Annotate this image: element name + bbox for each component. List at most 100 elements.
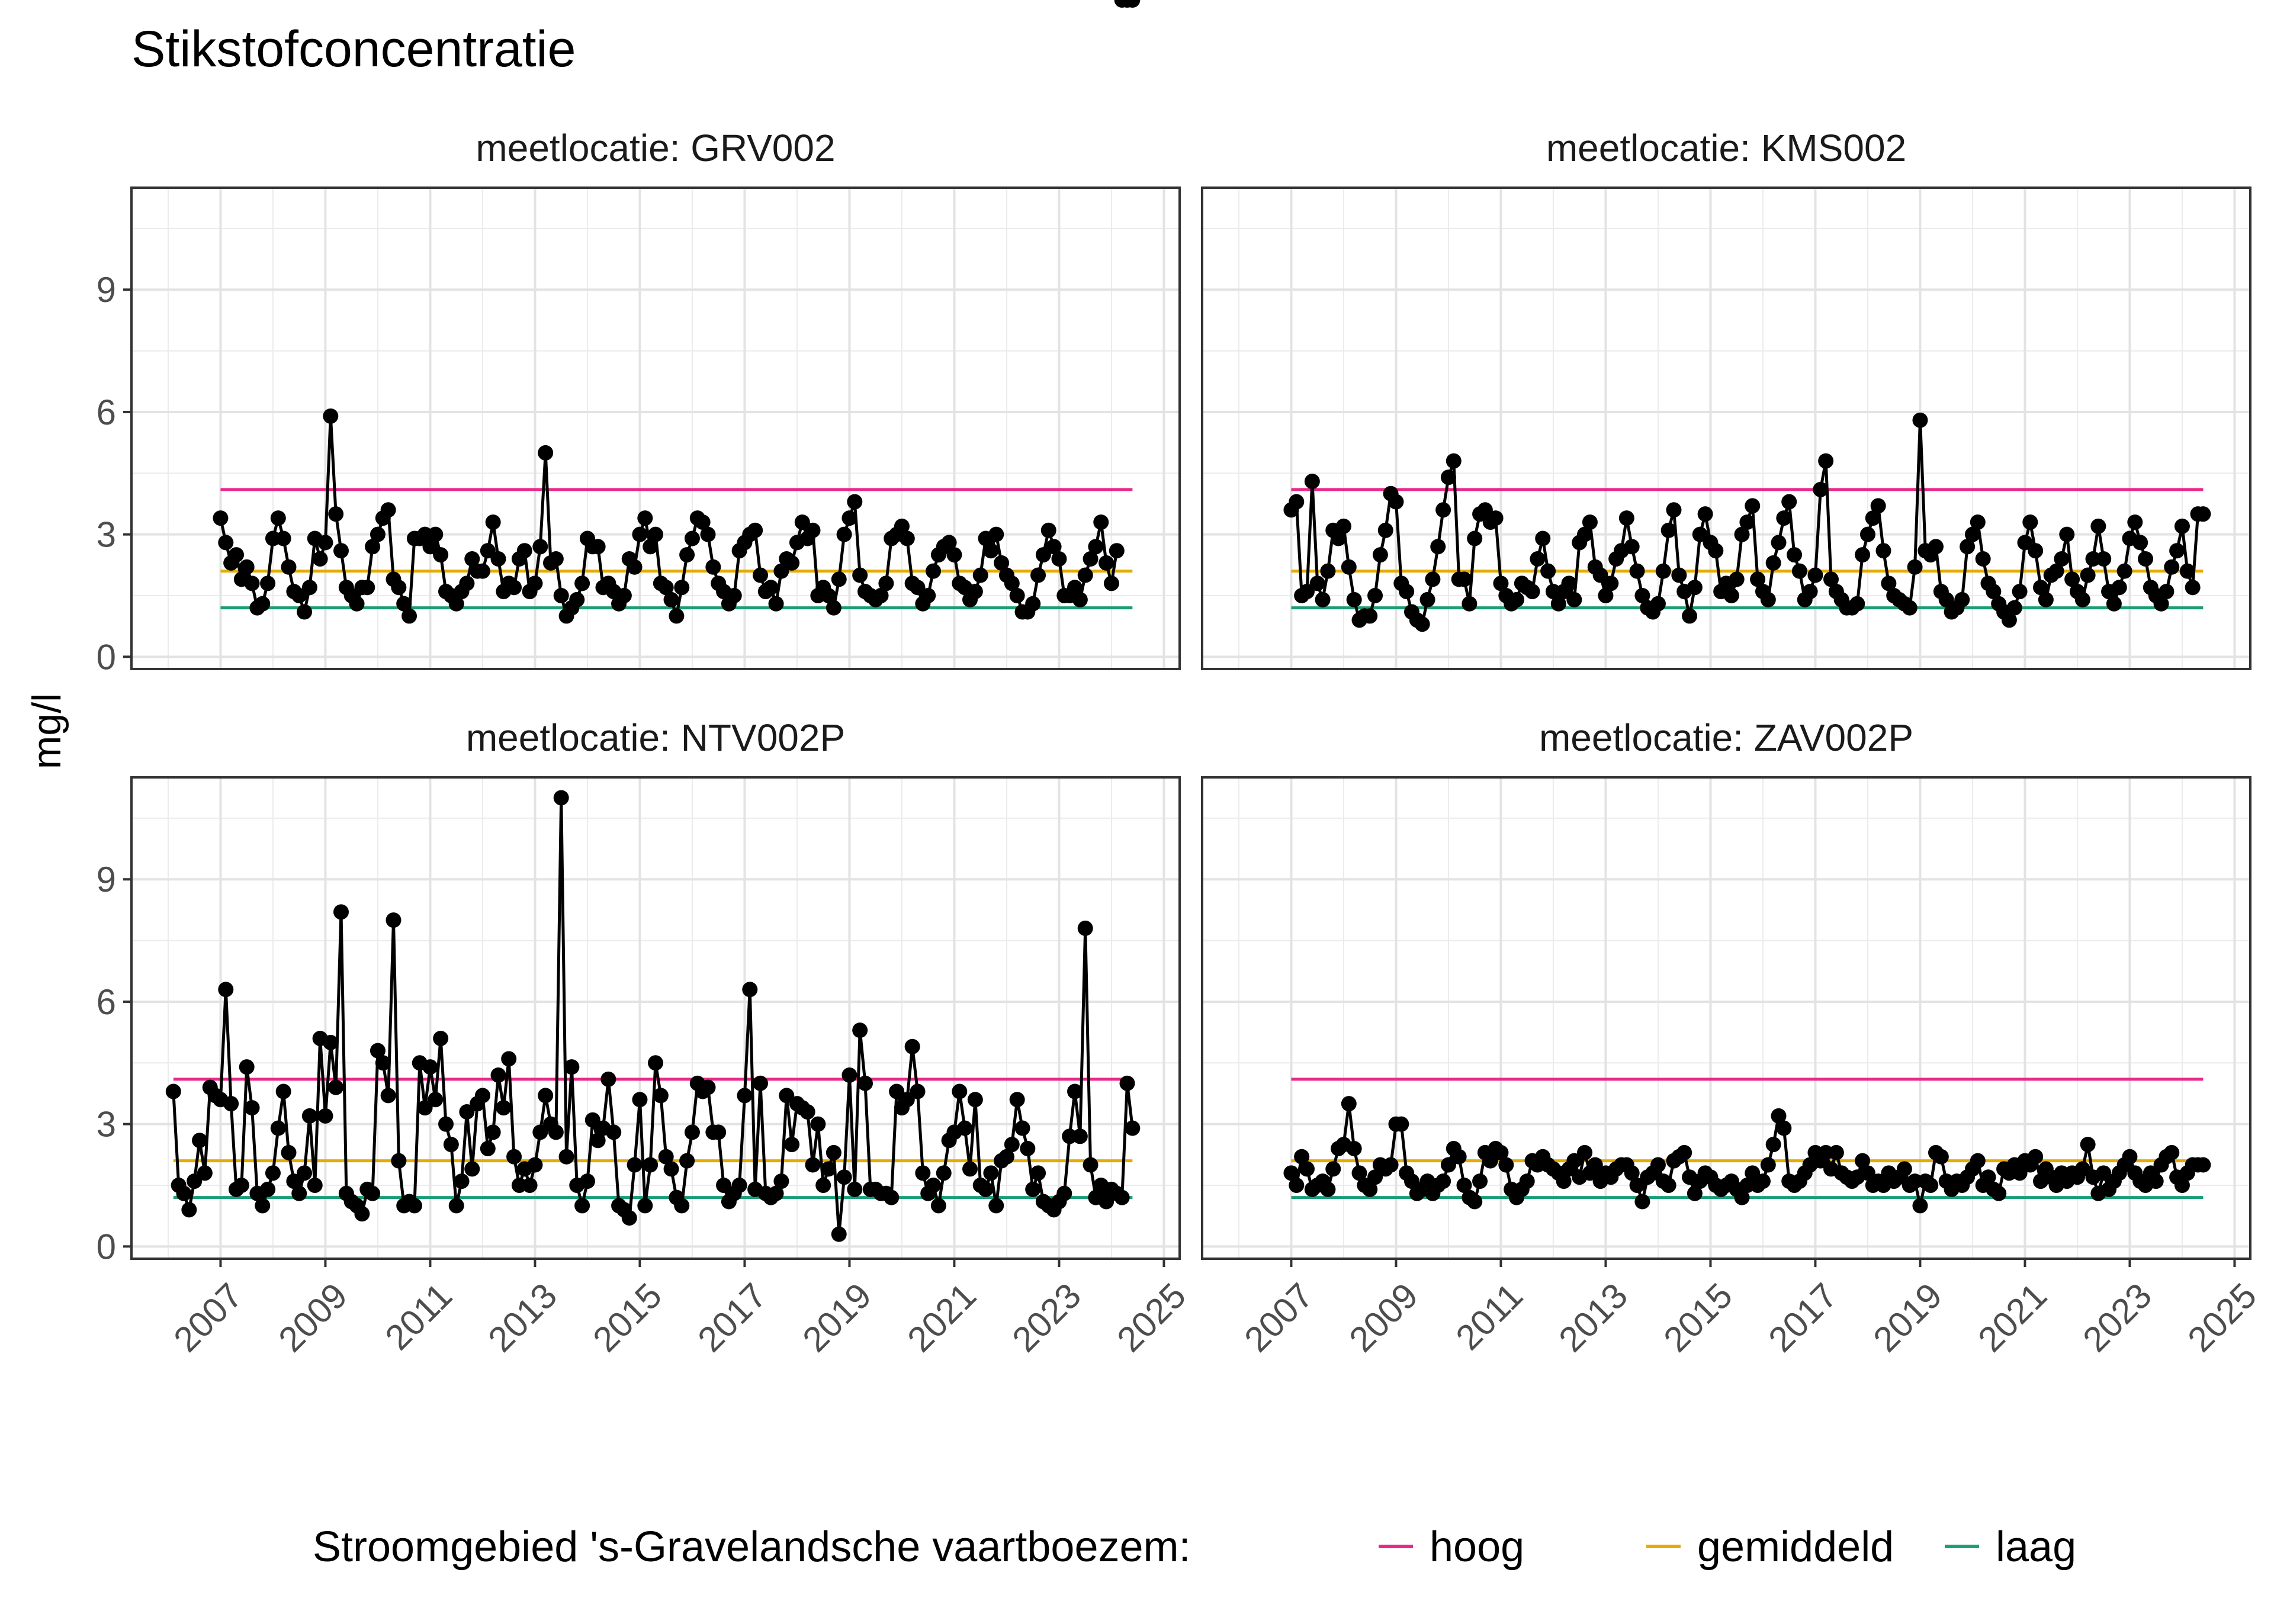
data-point <box>899 530 915 546</box>
data-point <box>1341 559 1357 575</box>
data-point <box>1367 587 1383 603</box>
data-point <box>632 526 648 542</box>
data-point <box>1072 591 1088 607</box>
data-point <box>2028 1149 2044 1165</box>
data-point <box>1435 502 1451 518</box>
data-point <box>1509 591 1524 607</box>
data-point <box>181 1202 197 1218</box>
data-point <box>1881 575 1897 591</box>
data-point <box>297 604 313 620</box>
data-point <box>841 510 857 526</box>
data-point <box>301 580 317 596</box>
data-point <box>1907 559 1923 575</box>
data-point <box>1093 514 1109 530</box>
data-point <box>574 1198 590 1214</box>
data-point <box>229 547 244 563</box>
data-point <box>684 530 700 546</box>
data-point <box>1818 453 1834 469</box>
data-point <box>187 1173 203 1189</box>
data-point <box>480 543 496 559</box>
data-point <box>2074 591 2090 607</box>
data-point <box>1577 526 1593 542</box>
data-point <box>1125 0 1141 8</box>
data-point <box>1462 596 1478 612</box>
data-point <box>1498 1157 1514 1173</box>
data-point <box>307 1177 323 1193</box>
data-point <box>1739 514 1755 530</box>
data-point <box>2017 535 2033 551</box>
data-point <box>1970 514 1986 530</box>
data-point <box>726 587 742 603</box>
panel-border <box>1201 186 2251 670</box>
data-point <box>1351 1165 1367 1181</box>
data-point <box>2028 543 2044 559</box>
data-point <box>1771 1108 1787 1124</box>
data-point <box>616 587 632 603</box>
data-point <box>1009 1092 1025 1108</box>
data-point <box>1902 600 1918 616</box>
data-point <box>197 1165 213 1181</box>
panel: meetlocatie: GRV002 0 3 6 9 <box>97 0 1181 677</box>
data-point <box>1067 1083 1083 1099</box>
data-point <box>532 1124 548 1140</box>
data-point <box>2195 1157 2211 1173</box>
data-point <box>532 539 548 555</box>
data-point <box>836 526 852 542</box>
data-point <box>365 539 381 555</box>
data-point <box>1451 1149 1467 1165</box>
data-point <box>857 1075 873 1091</box>
y-tick-label: 0 <box>97 637 116 677</box>
data-point <box>2012 1165 2028 1181</box>
data-point <box>548 551 564 567</box>
data-point <box>2080 567 2096 583</box>
panel-border <box>130 776 1181 1260</box>
data-point <box>716 1177 732 1193</box>
data-point <box>2195 506 2211 522</box>
data-point <box>1776 1120 1792 1136</box>
data-point <box>433 1030 449 1046</box>
data-point <box>359 580 375 596</box>
data-point <box>731 1177 747 1193</box>
data-point <box>889 1083 905 1099</box>
data-point <box>1325 1161 1341 1177</box>
data-point <box>799 1104 815 1120</box>
data-point <box>920 587 936 603</box>
data-point <box>826 600 841 616</box>
data-point <box>1687 580 1703 596</box>
data-point <box>1577 1144 1593 1160</box>
data-point <box>270 1120 286 1136</box>
data-point <box>2096 551 2112 567</box>
data-point <box>1040 522 1056 538</box>
data-point <box>930 1198 946 1214</box>
data-point <box>213 510 229 526</box>
data-point <box>265 1165 281 1181</box>
data-point <box>1865 510 1881 526</box>
data-point <box>1634 587 1650 603</box>
panel-label: meetlocatie: NTV002P <box>466 716 845 759</box>
data-point <box>884 1189 900 1205</box>
data-point <box>700 526 716 542</box>
y-tick-label: 3 <box>97 1105 116 1144</box>
data-point <box>1624 1165 1640 1181</box>
data-point <box>852 1022 868 1038</box>
data-point <box>1335 518 1351 534</box>
data-point <box>627 1157 643 1173</box>
data-point <box>1440 1157 1456 1173</box>
data-point <box>1964 526 1980 542</box>
data-point <box>1896 1161 1912 1177</box>
data-point <box>773 563 789 579</box>
data-point <box>1697 506 1713 522</box>
data-point <box>438 1116 454 1132</box>
data-point <box>1692 526 1708 542</box>
data-point <box>579 1173 595 1189</box>
data-point <box>894 518 910 534</box>
data-point <box>831 571 847 587</box>
data-point <box>1109 543 1125 559</box>
data-point <box>323 1034 339 1050</box>
data-point <box>1025 1181 1041 1197</box>
data-point <box>1383 1157 1399 1173</box>
data-point <box>1923 1177 1939 1193</box>
data-point <box>737 1088 753 1104</box>
data-point <box>821 587 837 603</box>
data-point <box>831 1226 847 1242</box>
